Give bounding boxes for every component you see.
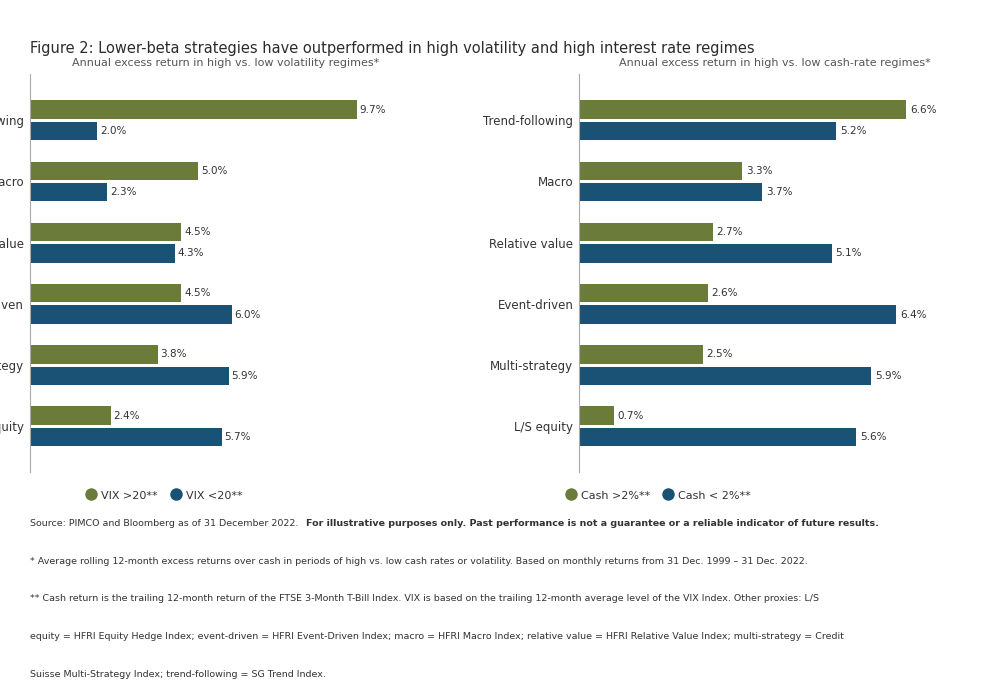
Text: Source: PIMCO and Bloomberg as of 31 December 2022.: Source: PIMCO and Bloomberg as of 31 Dec… bbox=[30, 519, 301, 528]
Text: 5.9%: 5.9% bbox=[875, 371, 902, 381]
Text: 2.6%: 2.6% bbox=[712, 288, 738, 298]
Text: equity = HFRI Equity Hedge Index; event-driven = HFRI Event-Driven Index; macro : equity = HFRI Equity Hedge Index; event-… bbox=[30, 632, 843, 641]
Text: * Average rolling 12-month excess returns over cash in periods of high vs. low c: * Average rolling 12-month excess return… bbox=[30, 556, 808, 565]
Text: 4.3%: 4.3% bbox=[177, 248, 204, 258]
Bar bbox=[579, 223, 713, 241]
Bar bbox=[30, 428, 222, 446]
Bar bbox=[579, 428, 856, 446]
Bar bbox=[30, 306, 232, 324]
Bar bbox=[579, 101, 906, 119]
Bar bbox=[30, 161, 198, 180]
Text: ** Cash return is the trailing 12-month return of the FTSE 3-Month T-Bill Index.: ** Cash return is the trailing 12-month … bbox=[30, 595, 819, 604]
Text: 9.7%: 9.7% bbox=[360, 105, 385, 114]
Bar bbox=[30, 346, 158, 364]
Text: 5.2%: 5.2% bbox=[840, 126, 867, 136]
Bar bbox=[30, 366, 229, 385]
Bar bbox=[579, 121, 836, 140]
Text: Figure 2: Lower-beta strategies have outperformed in high volatility and high in: Figure 2: Lower-beta strategies have out… bbox=[30, 41, 754, 57]
Bar bbox=[579, 183, 762, 201]
Text: 2.0%: 2.0% bbox=[100, 126, 126, 136]
Text: 6.6%: 6.6% bbox=[910, 105, 936, 114]
Text: 5.6%: 5.6% bbox=[860, 432, 887, 442]
Text: 6.4%: 6.4% bbox=[900, 310, 927, 320]
Text: Suisse Multi-Strategy Index; trend-following = SG Trend Index.: Suisse Multi-Strategy Index; trend-follo… bbox=[30, 670, 326, 679]
Bar bbox=[579, 306, 896, 324]
Bar bbox=[579, 284, 708, 302]
Text: 2.7%: 2.7% bbox=[716, 227, 743, 237]
Text: For illustrative purposes only. Past performance is not a guarantee or a reliabl: For illustrative purposes only. Past per… bbox=[305, 519, 878, 528]
Text: 5.1%: 5.1% bbox=[835, 248, 862, 258]
Text: 0.7%: 0.7% bbox=[617, 410, 644, 421]
Bar bbox=[30, 244, 174, 262]
Text: 2.5%: 2.5% bbox=[707, 350, 733, 359]
Text: 5.7%: 5.7% bbox=[225, 432, 251, 442]
Bar bbox=[579, 406, 613, 425]
Text: 5.9%: 5.9% bbox=[231, 371, 258, 381]
Text: 3.7%: 3.7% bbox=[766, 187, 793, 197]
Legend: Cash >2%**, Cash < 2%**: Cash >2%**, Cash < 2%** bbox=[563, 486, 755, 505]
Text: 6.0%: 6.0% bbox=[235, 310, 261, 320]
Bar bbox=[579, 244, 831, 262]
Bar bbox=[30, 284, 181, 302]
Text: 2.3%: 2.3% bbox=[110, 187, 137, 197]
Bar bbox=[30, 121, 97, 140]
Text: 3.8%: 3.8% bbox=[161, 350, 187, 359]
Bar bbox=[30, 223, 181, 241]
Text: 5.0%: 5.0% bbox=[201, 165, 227, 176]
Bar bbox=[30, 406, 111, 425]
Bar bbox=[30, 101, 357, 119]
Bar bbox=[579, 346, 703, 364]
Text: 3.3%: 3.3% bbox=[746, 165, 773, 176]
Text: 4.5%: 4.5% bbox=[184, 288, 210, 298]
Text: 4.5%: 4.5% bbox=[184, 227, 210, 237]
Bar bbox=[30, 183, 107, 201]
Bar bbox=[579, 366, 871, 385]
Bar bbox=[579, 161, 742, 180]
Title: Annual excess return in high vs. low cash-rate regimes*: Annual excess return in high vs. low cas… bbox=[619, 58, 931, 68]
Text: 2.4%: 2.4% bbox=[113, 410, 140, 421]
Title: Annual excess return in high vs. low volatility regimes*: Annual excess return in high vs. low vol… bbox=[72, 58, 380, 68]
